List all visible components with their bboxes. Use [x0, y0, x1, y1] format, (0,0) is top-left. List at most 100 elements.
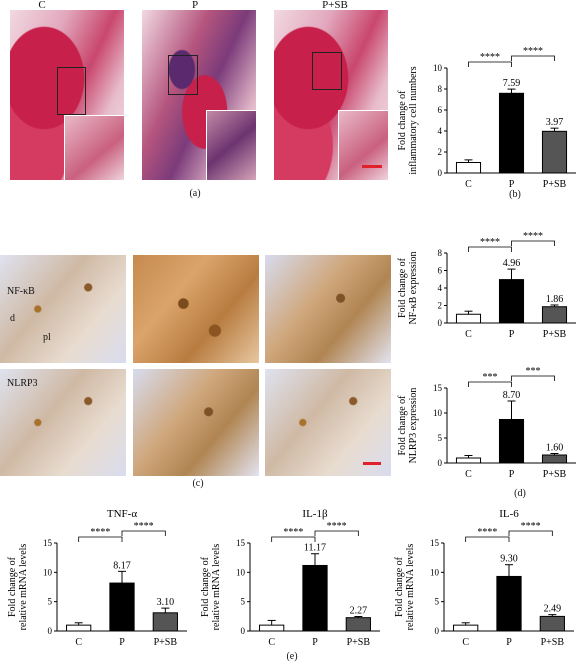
data-label: 3.97: [546, 117, 564, 128]
significance-label: ****: [90, 527, 110, 538]
significance-label: ****: [521, 521, 541, 532]
x-tick-label: C: [465, 179, 472, 190]
y-axis-label-line: Fold change of: [397, 90, 408, 151]
y-axis-label-line: Fold change of: [200, 556, 211, 617]
scale-bar: [362, 165, 382, 168]
bar: [152, 612, 178, 632]
chart-e-il6: IL-6 Fold change ofrelative mRNA levels 0 5…: [394, 508, 574, 648]
y-tick-label: 0: [438, 168, 443, 178]
y-axis-label: Fold change ofrelative mRNA levels: [394, 544, 416, 631]
y-tick-label: 0: [438, 318, 443, 328]
bar: [498, 279, 525, 324]
x-tick-label: C: [462, 637, 469, 648]
ihc-nfkb-control: NF-κB d pl: [0, 255, 126, 363]
y-tick-label: 15: [236, 538, 246, 548]
y-axis-label-line: NLRP3 expression: [408, 388, 419, 464]
y-tick-label: 0: [241, 626, 246, 636]
y-tick-label: 2: [438, 147, 443, 157]
significance-label: ****: [477, 527, 497, 538]
significance-label: ****: [480, 52, 500, 63]
bar: [455, 313, 482, 324]
y-axis-label-line: relative mRNA levels: [211, 544, 222, 631]
data-label: 2.27: [350, 606, 368, 617]
significance-bracket: [465, 536, 510, 542]
chart-b: Fold change ofinflammatory cell numbers 0…: [397, 46, 576, 190]
region-of-interest: [168, 55, 198, 95]
magnified-inset: [338, 110, 388, 180]
bar: [539, 615, 565, 632]
region-of-interest: [57, 67, 86, 115]
x-tick-label: P: [509, 179, 515, 190]
y-axis-label-line: NF-κB expression: [408, 251, 419, 324]
y-tick-label: 0: [48, 626, 53, 636]
column-label-psb: P+SB: [322, 0, 348, 11]
y-tick-label: 0: [435, 626, 440, 636]
column-label-c: C: [38, 0, 46, 11]
bar: [259, 624, 285, 632]
column-label-p: P: [191, 0, 199, 11]
magnified-inset: [64, 115, 124, 180]
significance-label: ****: [523, 46, 543, 57]
data-label: 2.49: [544, 604, 562, 615]
data-label: 7.59: [503, 78, 521, 89]
data-label: 8.70: [503, 390, 521, 401]
y-tick-label: 5: [438, 433, 443, 443]
row-label-nfkb: NF-κB: [7, 286, 35, 297]
significance-bracket: [121, 530, 166, 536]
significance-bracket: [511, 375, 555, 381]
chart-d-nfkb: Fold change ofNF-κB expression 0 2 4 6 8 C 4.96…: [397, 231, 576, 340]
significance-label: ***: [526, 366, 541, 377]
data-label: 9.30: [500, 554, 518, 565]
y-tick-label: 6: [438, 105, 443, 115]
scale-bar: [363, 462, 381, 465]
ihc-nlrp3-control: NLRP3: [0, 369, 126, 476]
y-tick-label: 4: [438, 126, 443, 136]
y-axis-label-line: Fold change of: [7, 556, 18, 617]
chart-d-nlrp3: Fold change ofNLRP3 expression 0 5 10 15 C 8.7…: [397, 366, 576, 480]
y-tick-label: 4: [438, 283, 443, 293]
y-tick-label: 8: [438, 84, 443, 94]
y-axis-label: Fold change ofinflammatory cell numbers: [397, 66, 419, 174]
bar: [541, 454, 568, 464]
y-axis-label-line: relative mRNA levels: [405, 544, 416, 631]
significance-label: ****: [134, 521, 154, 532]
x-tick-label: P+SB: [347, 637, 371, 648]
magnified-inset: [206, 110, 256, 180]
significance-bracket: [511, 55, 555, 61]
x-tick-label: C: [465, 469, 472, 480]
annotation-periodontal-ligament: pl: [43, 332, 51, 343]
bar: [302, 564, 328, 632]
annotation-dentin: d: [10, 313, 15, 324]
data-label: 4.96: [503, 258, 521, 269]
ihc-nfkb-periodontitis-sb: [265, 255, 391, 363]
data-label: 11.17: [304, 543, 326, 554]
significance-bracket: [468, 246, 512, 252]
y-axis-label-line: Fold change of: [394, 556, 405, 617]
y-axis-label: Fold change ofNF-κB expression: [397, 251, 419, 324]
y-tick-label: 15: [43, 538, 53, 548]
chart-title: TNF-α: [107, 508, 137, 520]
y-tick-label: 15: [433, 383, 443, 393]
x-tick-label: P+SB: [543, 329, 567, 340]
chart-e-il1b: IL-1β Fold change ofrelative mRNA levels 0…: [200, 508, 380, 648]
y-axis-label: Fold change ofrelative mRNA levels: [7, 544, 29, 631]
y-tick-label: 10: [43, 567, 53, 577]
significance-label: ****: [327, 521, 347, 532]
panel-label-a: (a): [189, 188, 201, 199]
y-axis-label: Fold change ofNLRP3 expression: [397, 388, 419, 464]
significance-bracket: [468, 381, 512, 387]
y-axis-label-line: Fold change of: [397, 257, 408, 318]
y-tick-label: 0: [438, 458, 443, 468]
data-label: 1.86: [546, 294, 564, 305]
he-image-control: [10, 10, 124, 180]
x-tick-label: P: [509, 329, 515, 340]
y-axis-label: Fold change ofrelative mRNA levels: [200, 544, 222, 631]
chart-title: IL-6: [499, 508, 519, 520]
panel-label-c: (c): [192, 478, 204, 489]
bar: [496, 575, 522, 632]
bar: [498, 92, 525, 174]
bar: [345, 617, 371, 632]
x-tick-label: P: [312, 637, 318, 648]
significance-bracket: [78, 536, 123, 542]
significance-bracket: [468, 61, 512, 67]
